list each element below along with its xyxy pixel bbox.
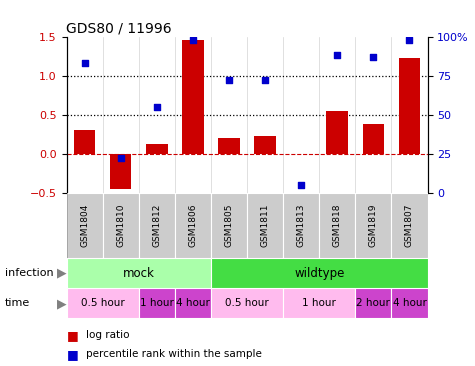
Text: 0.5 hour: 0.5 hour bbox=[81, 298, 124, 309]
Bar bbox=[66, 288, 139, 318]
Bar bbox=[391, 288, 428, 318]
Bar bbox=[399, 58, 420, 154]
Text: ■: ■ bbox=[66, 329, 78, 341]
Bar bbox=[247, 193, 283, 258]
Bar bbox=[362, 124, 384, 154]
Text: 4 hour: 4 hour bbox=[176, 298, 210, 309]
Bar bbox=[211, 258, 428, 288]
Bar bbox=[283, 193, 319, 258]
Text: mock: mock bbox=[123, 267, 155, 280]
Bar bbox=[66, 193, 103, 258]
Text: ■: ■ bbox=[66, 348, 78, 361]
Text: GDS80 / 11996: GDS80 / 11996 bbox=[66, 22, 172, 36]
Point bbox=[225, 77, 233, 83]
Point bbox=[81, 60, 88, 66]
Bar bbox=[355, 288, 391, 318]
Bar bbox=[182, 41, 204, 154]
Text: ▶: ▶ bbox=[57, 297, 67, 310]
Point bbox=[153, 104, 161, 110]
Text: 1 hour: 1 hour bbox=[140, 298, 174, 309]
Text: GSM1812: GSM1812 bbox=[152, 204, 161, 247]
Bar bbox=[74, 130, 95, 154]
Text: GSM1813: GSM1813 bbox=[297, 204, 305, 247]
Bar bbox=[139, 193, 175, 258]
Bar bbox=[103, 193, 139, 258]
Text: ▶: ▶ bbox=[57, 267, 67, 280]
Text: GSM1805: GSM1805 bbox=[225, 204, 233, 247]
Bar bbox=[175, 288, 211, 318]
Point bbox=[370, 54, 377, 60]
Bar bbox=[211, 193, 247, 258]
Bar bbox=[66, 258, 211, 288]
Point bbox=[189, 37, 197, 43]
Point bbox=[117, 155, 124, 161]
Text: log ratio: log ratio bbox=[86, 330, 129, 340]
Bar bbox=[319, 193, 355, 258]
Text: GSM1811: GSM1811 bbox=[261, 204, 269, 247]
Text: GSM1807: GSM1807 bbox=[405, 204, 414, 247]
Point bbox=[297, 182, 305, 188]
Bar bbox=[146, 144, 168, 154]
Text: 4 hour: 4 hour bbox=[392, 298, 427, 309]
Text: GSM1804: GSM1804 bbox=[80, 204, 89, 247]
Bar bbox=[283, 288, 355, 318]
Text: GSM1810: GSM1810 bbox=[116, 204, 125, 247]
Text: infection: infection bbox=[5, 268, 53, 279]
Bar bbox=[139, 288, 175, 318]
Point bbox=[406, 37, 413, 43]
Text: GSM1819: GSM1819 bbox=[369, 204, 378, 247]
Bar bbox=[254, 137, 276, 154]
Text: wildtype: wildtype bbox=[294, 267, 344, 280]
Text: 0.5 hour: 0.5 hour bbox=[225, 298, 269, 309]
Text: GSM1806: GSM1806 bbox=[189, 204, 197, 247]
Text: GSM1818: GSM1818 bbox=[333, 204, 342, 247]
Bar bbox=[175, 193, 211, 258]
Text: time: time bbox=[5, 298, 30, 309]
Bar bbox=[326, 111, 348, 154]
Text: percentile rank within the sample: percentile rank within the sample bbox=[86, 349, 261, 359]
Bar bbox=[218, 138, 240, 154]
Bar bbox=[110, 154, 132, 188]
Text: 1 hour: 1 hour bbox=[302, 298, 336, 309]
Point bbox=[333, 52, 341, 58]
Text: 2 hour: 2 hour bbox=[356, 298, 390, 309]
Bar bbox=[391, 193, 428, 258]
Bar bbox=[355, 193, 391, 258]
Point bbox=[261, 77, 269, 83]
Bar bbox=[211, 288, 283, 318]
